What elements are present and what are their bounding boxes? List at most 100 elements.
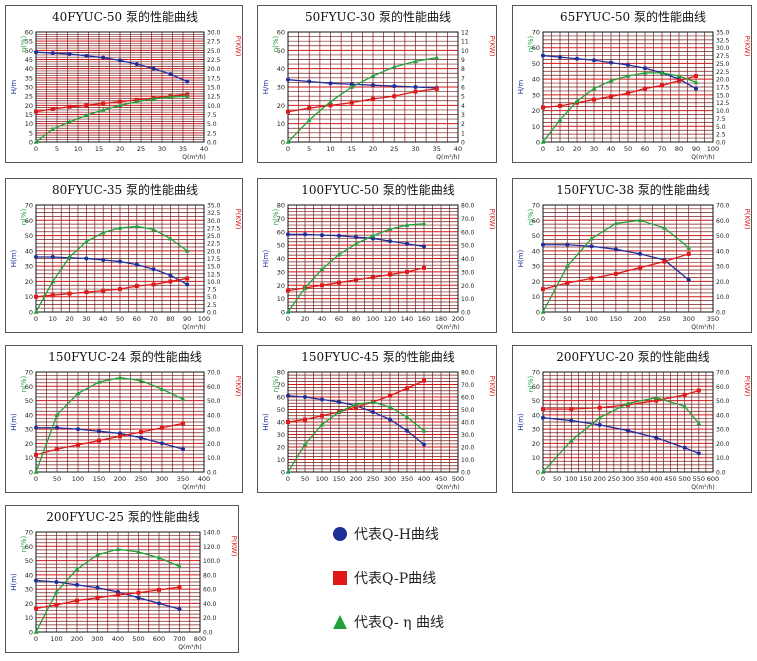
y-tick-label: 55 xyxy=(25,38,33,46)
point-qeta xyxy=(184,248,190,253)
point-qh xyxy=(589,244,594,249)
right-axis-label: P(KW) xyxy=(230,536,238,557)
point-qeta xyxy=(662,225,667,230)
right-tick-label: 0.0 xyxy=(203,630,213,637)
point-qeta xyxy=(608,78,614,83)
right-tick-label: 80.0 xyxy=(461,203,475,210)
point-qp xyxy=(286,420,290,424)
chart-panel: 65FYUC-50 泵的性能曲线 0 10 20 30 40 50 60 70 80 90 100 0 1… xyxy=(512,5,752,163)
point-qp xyxy=(677,78,681,83)
point-qp xyxy=(654,398,659,403)
x-tick-label: 0 xyxy=(34,145,38,153)
x-tick-label: 25 xyxy=(137,145,145,153)
y-tick-label: 40 xyxy=(25,411,33,419)
y-tick-label: 50 xyxy=(25,397,33,405)
point-qeta xyxy=(653,395,659,400)
point-qh xyxy=(134,262,139,267)
right-tick-label: 40.0 xyxy=(461,256,475,263)
point-qeta xyxy=(184,93,190,98)
right-tick-label: 8 xyxy=(461,66,465,73)
right-tick-label: 40.0 xyxy=(207,412,221,419)
point-qeta xyxy=(95,552,100,557)
point-qeta xyxy=(84,112,89,118)
point-qh xyxy=(97,429,101,434)
right-tick-label: 32.5 xyxy=(207,210,221,217)
left-axis-label-eta: η(%) xyxy=(527,375,535,392)
y-tick-label: 60 xyxy=(277,228,285,236)
y-tick-label: 30 xyxy=(25,263,33,271)
point-qeta xyxy=(659,70,665,75)
point-qeta xyxy=(391,64,397,69)
right-tick-label: 30.0 xyxy=(716,264,730,271)
left-axis-label-eta: η(%) xyxy=(20,375,28,392)
x-tick-label: 80 xyxy=(166,315,174,323)
point-qh xyxy=(575,56,579,61)
right-tick-label: 5.0 xyxy=(207,294,217,301)
y-tick-label: 60 xyxy=(532,383,540,391)
point-qh xyxy=(168,273,173,278)
left-axis-label: H(m) xyxy=(517,413,525,431)
x-tick-label: 400 xyxy=(650,475,662,483)
right-tick-label: 50.0 xyxy=(716,398,730,405)
point-qeta xyxy=(353,401,359,407)
point-qh xyxy=(286,232,290,237)
point-qh xyxy=(67,52,72,56)
y-tick-label: 0 xyxy=(29,629,33,637)
plot-border xyxy=(542,31,714,143)
point-qh xyxy=(569,418,574,423)
point-qeta xyxy=(404,414,410,419)
point-qp xyxy=(160,425,164,430)
point-qp xyxy=(97,438,101,443)
x-tick-label: 30 xyxy=(590,145,598,153)
point-qeta xyxy=(421,428,427,433)
y-tick-label: 25 xyxy=(25,93,33,101)
point-qp xyxy=(50,107,55,111)
point-qeta xyxy=(117,375,123,380)
point-qp xyxy=(34,294,38,299)
chart-title: 200FYUC-25 泵的性能曲线 xyxy=(46,509,200,524)
series-line-Q-η xyxy=(542,72,697,143)
point-qeta xyxy=(84,239,89,244)
x-axis-label: Q(m³/h) xyxy=(182,154,205,161)
chart-panel: 150FYUC-24 泵的性能曲线 0 50 100 150 200 250 300 350 40… xyxy=(5,345,243,493)
point-qh xyxy=(34,425,38,430)
x-tick-label: 150 xyxy=(579,475,591,483)
right-tick-label: 40.0 xyxy=(716,412,730,419)
x-tick-label: 100 xyxy=(198,315,210,323)
x-tick-label: 200 xyxy=(71,635,83,643)
point-qh xyxy=(50,254,55,259)
right-tick-label: 27.5 xyxy=(207,39,221,46)
x-tick-label: 450 xyxy=(435,475,447,483)
x-tick-label: 60 xyxy=(335,315,343,323)
x-tick-label: 0 xyxy=(286,315,290,323)
x-tick-label: 0 xyxy=(34,315,38,323)
right-tick-label: 27.5 xyxy=(207,225,221,232)
y-tick-label: 30 xyxy=(532,91,540,99)
right-tick-label: 0.0 xyxy=(207,140,217,147)
point-qp xyxy=(181,421,185,426)
y-tick-label: 70 xyxy=(532,29,540,37)
point-qh xyxy=(638,251,643,256)
x-tick-label: 0 xyxy=(286,475,290,483)
x-axis-label: Q(m³/h) xyxy=(691,484,714,491)
x-tick-label: 50 xyxy=(563,315,571,323)
series-line-Q-P xyxy=(542,75,697,109)
right-tick-label: 20.0 xyxy=(207,248,221,255)
point-qp xyxy=(55,447,59,452)
x-tick-label: 0 xyxy=(286,145,290,153)
right-tick-label: 2.5 xyxy=(716,132,726,139)
chart-svg: 65FYUC-50 泵的性能曲线 0 10 20 30 40 50 60 70 80 90 100 0 1… xyxy=(517,9,751,161)
x-tick-label: 50 xyxy=(116,315,124,323)
right-tick-label: 60.0 xyxy=(716,384,730,391)
y-tick-label: 35 xyxy=(25,74,33,82)
x-axis-label: Q(m³/h) xyxy=(182,484,205,491)
left-axis-label-eta: η(%) xyxy=(20,35,28,52)
x-tick-label: 0 xyxy=(541,145,545,153)
point-qeta xyxy=(168,94,173,99)
point-qeta xyxy=(540,139,546,144)
right-tick-label: 22.5 xyxy=(207,241,221,248)
point-qh xyxy=(320,397,324,402)
point-qeta xyxy=(117,102,123,108)
x-tick-label: 90 xyxy=(183,315,191,323)
x-tick-label: 100 xyxy=(316,475,328,483)
